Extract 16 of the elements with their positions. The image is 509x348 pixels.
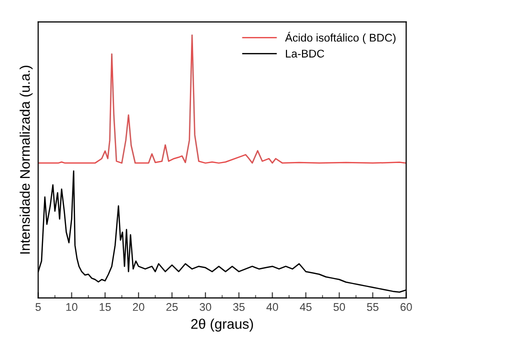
y-axis-title: Intensidade Normalizada (u.a.) xyxy=(20,66,33,254)
x-tick-label: 35 xyxy=(233,303,245,311)
x-tick-label: 15 xyxy=(100,303,111,311)
x-axis-title: 2θ (graus) xyxy=(191,318,253,332)
x-tick-label: 5 xyxy=(36,303,41,311)
x-tick-label: 50 xyxy=(334,303,346,311)
x-tick-label: 20 xyxy=(132,303,144,311)
x-tick-label: 45 xyxy=(300,303,312,311)
x-tick-label: 55 xyxy=(366,303,378,311)
x-tick-label: 40 xyxy=(266,303,278,311)
x-tick-label: 25 xyxy=(166,303,178,311)
x-tick-label: 10 xyxy=(66,303,78,311)
legend-label: La-BDC xyxy=(286,50,324,58)
x-tick-label: 60 xyxy=(400,303,412,311)
legend-label: Ácido isoftálico ( BDC) xyxy=(285,32,396,44)
x-tick-label: 30 xyxy=(200,303,212,311)
